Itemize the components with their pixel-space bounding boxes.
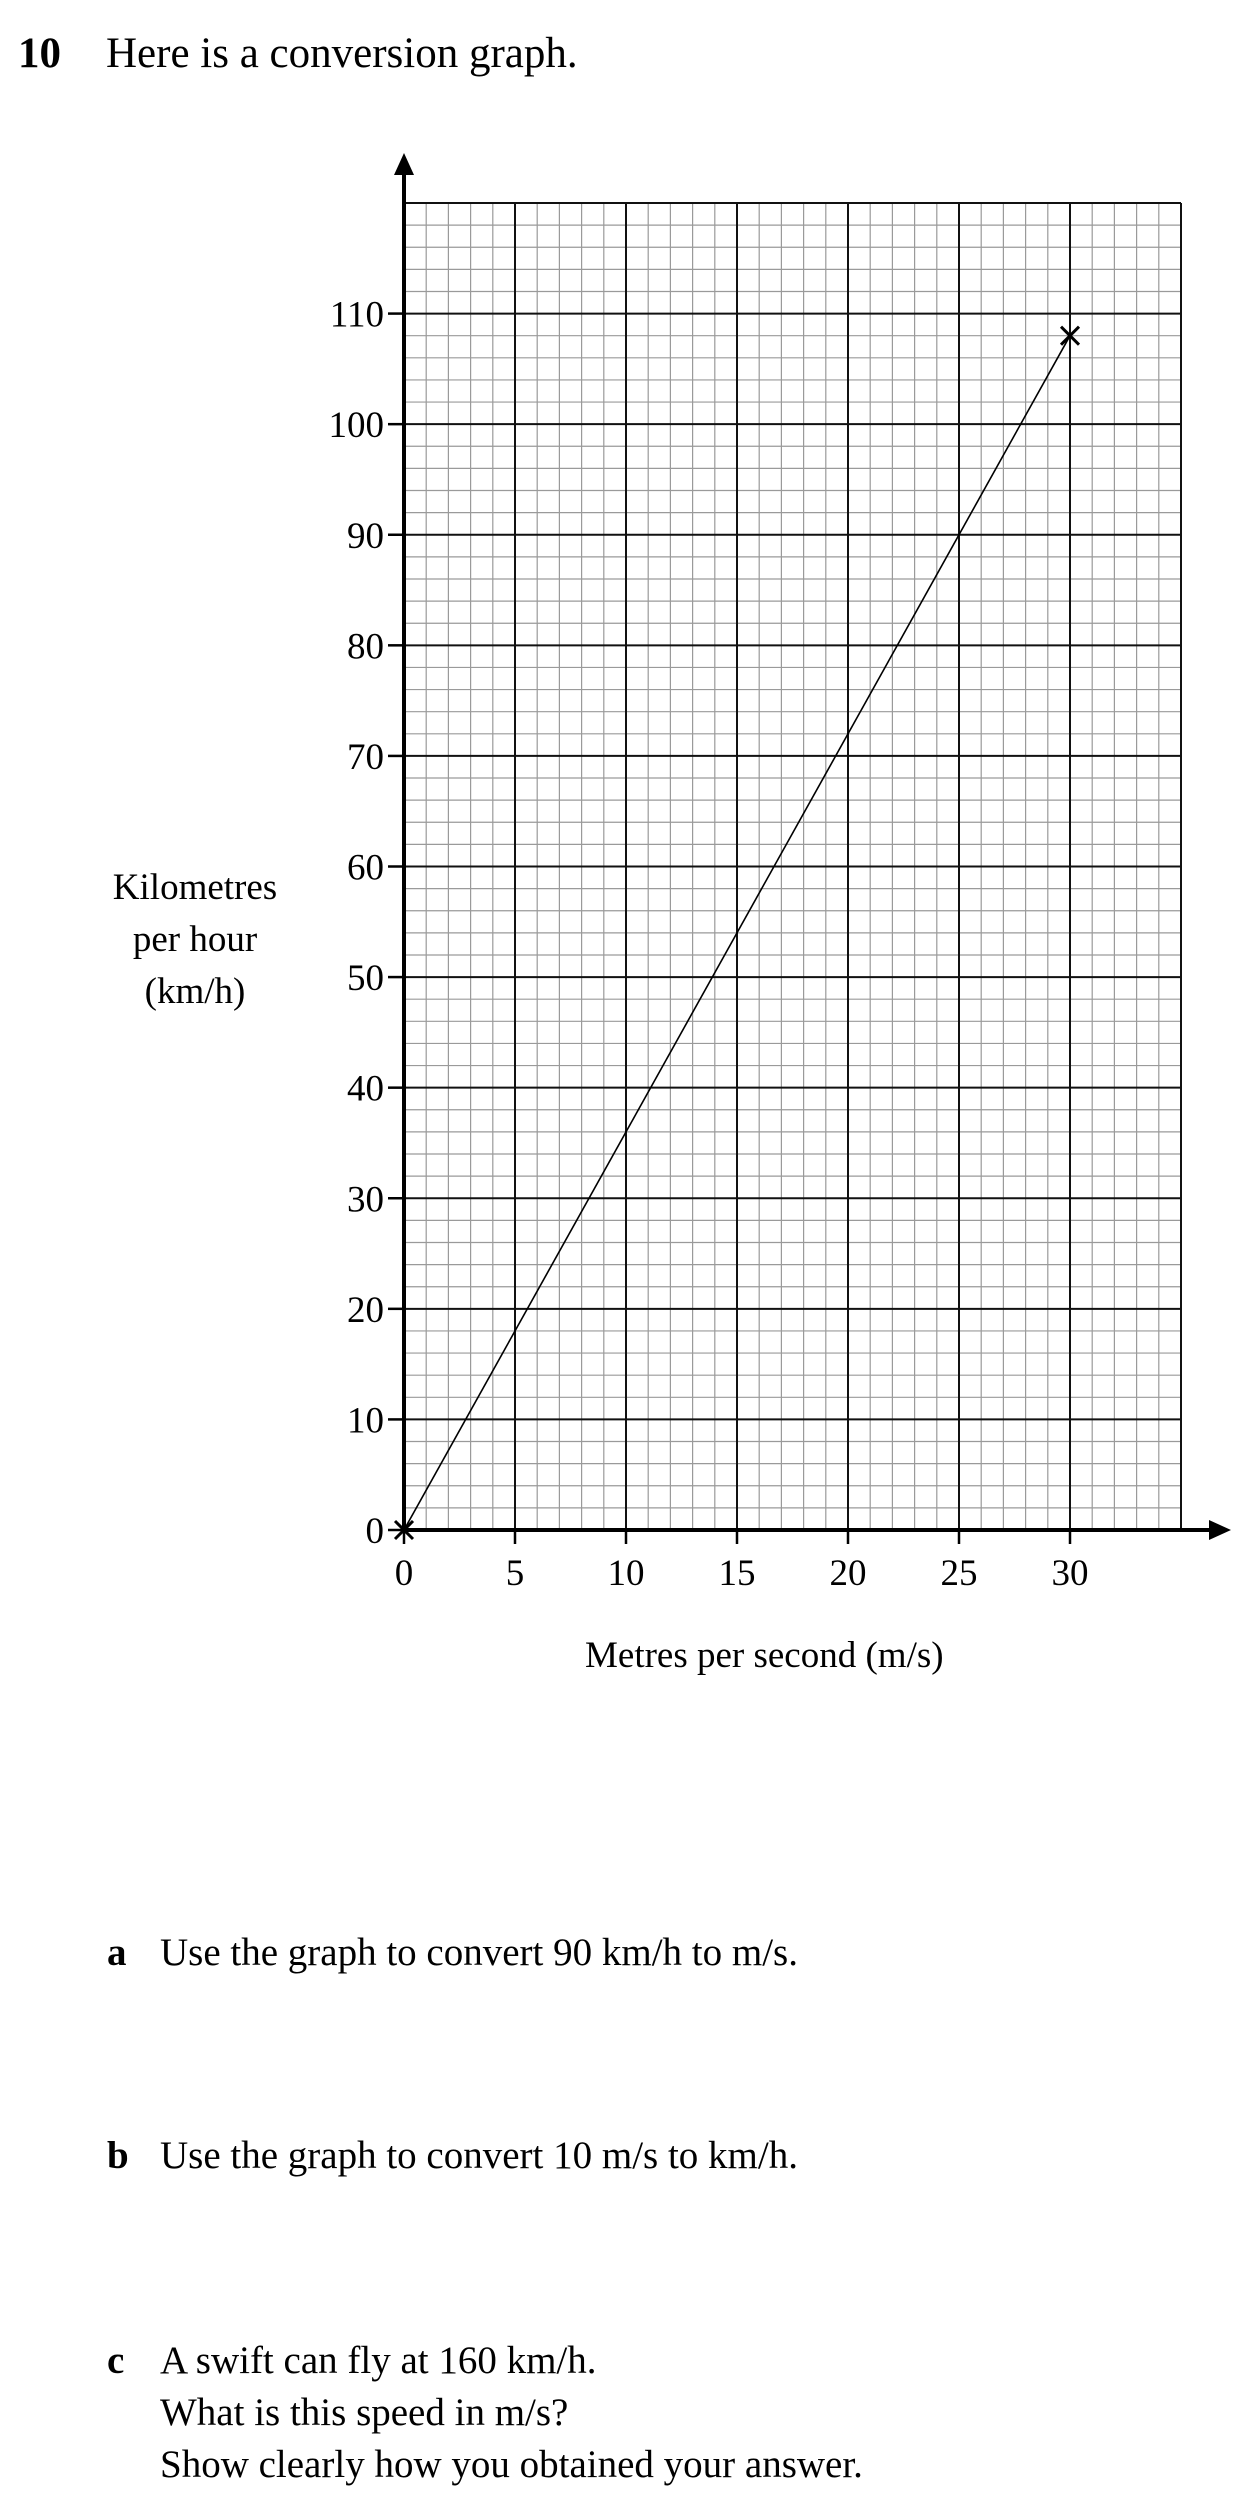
y-tick-label: 60 (347, 848, 384, 889)
y-axis-label-line-2: per hour (132, 919, 258, 960)
axes (394, 153, 1231, 1540)
y-axis-label-line-1: Kilometres (112, 867, 278, 908)
part-c-line-1: A swift can fly at 160 km/h. (160, 2339, 597, 2382)
x-tick-label: 25 (941, 1553, 978, 1594)
part-a-letter: a (107, 1931, 127, 1974)
x-tick-label: 30 (1052, 1553, 1089, 1594)
part-c-letter: c (107, 2339, 125, 2382)
part-c-text: A swift can fly at 160 km/h. What is this… (160, 2335, 863, 2491)
x-tick-label: 10 (608, 1553, 645, 1594)
conversion-graph: 0 10 20 30 40 50 60 70 80 90 100 110 0 5 10 15 20 25 30 (329, 153, 1231, 1594)
part-c-line-2: What is this speed in m/s? (160, 2391, 569, 2434)
y-tick-label: 100 (329, 405, 385, 446)
y-axis-label-line-3: (km/h) (144, 971, 246, 1012)
y-tick-label: 110 (330, 295, 384, 336)
part-c: c A swift can fly at 160 km/h. What is thi… (107, 2335, 863, 2491)
x-tick-label: 5 (506, 1553, 525, 1594)
part-a-line-1: Use the graph to convert 90 km/h to m/s. (160, 1931, 798, 1974)
cross-stroke (393, 1519, 415, 1541)
x-axis-arrow-icon (1209, 1520, 1231, 1540)
y-axis-arrow-icon (394, 153, 414, 175)
y-tick-label: 20 (347, 1290, 384, 1331)
y-tick-label: 90 (347, 516, 384, 557)
part-a-text: Use the graph to convert 90 km/h to m/s. (160, 1927, 798, 1979)
part-c-line-3: Show clearly how you obtained your answe… (160, 2443, 863, 2486)
points-layer (393, 325, 1081, 1541)
y-tick-label: 40 (347, 1069, 384, 1110)
y-tick-label: 50 (347, 958, 384, 999)
question-number: 10 (18, 30, 61, 77)
x-tick-label: 15 (719, 1553, 756, 1594)
part-b: b Use the graph to convert 10 m/s to km/h… (107, 2130, 798, 2182)
question-header: 10 Here is a conversion graph. (18, 24, 578, 84)
grid-major-lines (403, 202, 1182, 1531)
part-b-line-1: Use the graph to convert 10 m/s to km/h. (160, 2134, 798, 2177)
y-tick-label: 10 (347, 1400, 384, 1441)
cross-point-marker (393, 1519, 415, 1541)
y-tick-labels: 0 10 20 30 40 50 60 70 80 90 100 110 (329, 295, 404, 1552)
part-b-letter: b (107, 2134, 129, 2177)
x-axis-label: Metres per second (m/s) (585, 1635, 944, 1676)
x-tick-label: 20 (830, 1553, 867, 1594)
part-a: a Use the graph to convert 90 km/h to m/s… (107, 1927, 798, 1979)
y-tick-label: 80 (347, 626, 384, 667)
x-tick-labels: 0 5 10 15 20 25 30 (395, 1530, 1089, 1594)
question-intro: Here is a conversion graph. (106, 30, 578, 77)
y-tick-label: 30 (347, 1179, 384, 1220)
y-axis-label: Kilometres per hour (km/h) (50, 862, 340, 1018)
series-layer (403, 335, 1071, 1531)
x-tick-label: 0 (395, 1553, 414, 1594)
y-tick-label: 0 (366, 1511, 385, 1552)
part-b-text: Use the graph to convert 10 m/s to km/h. (160, 2130, 798, 2182)
conversion-line (403, 335, 1071, 1531)
cross-stroke (1059, 325, 1081, 346)
cross-point-marker (1059, 325, 1081, 346)
y-tick-label: 70 (347, 737, 384, 778)
